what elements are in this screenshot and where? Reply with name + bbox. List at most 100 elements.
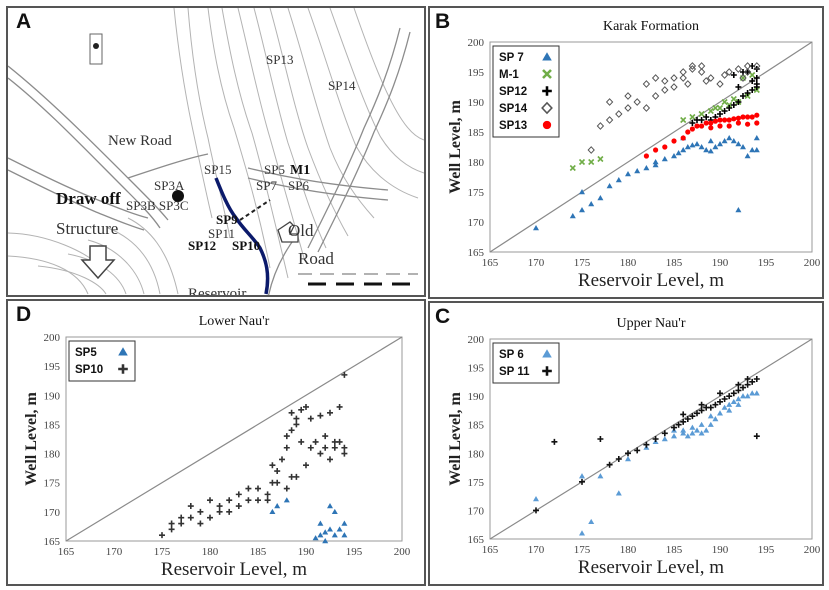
chart-d-legend-marker-sp10: [118, 364, 128, 374]
chart-d-point-sp5-1: [317, 532, 324, 538]
chart-d-point-sp10-3: [187, 514, 194, 521]
chart-d-point-sp10-16: [288, 427, 295, 434]
chart-d-y-tick-165: 165: [44, 536, 61, 548]
chart-c-point-sp-11-21: [717, 398, 723, 405]
chart-b-point-sp14-31: [697, 62, 706, 70]
chart-b-point-sp14-21: [743, 62, 752, 70]
chart-d-point-sp10-1: [168, 526, 175, 533]
chart-b-x-tick-180: 180: [620, 257, 637, 269]
chart-b-x-tick-175: 175: [574, 257, 591, 269]
chart-b-point-sp14-12: [679, 68, 687, 76]
chart-d-point-sp10-47: [327, 409, 333, 416]
map-label-road: Road: [298, 249, 334, 268]
chart-d-y-tick-190: 190: [44, 390, 61, 402]
chart-b-y-tick-165: 165: [468, 247, 485, 259]
chart-c-point-sp-11-22: [721, 396, 728, 402]
chart-b-point-sp13-10: [708, 120, 714, 126]
chart-d-point-sp10-6: [216, 508, 223, 515]
chart-b-point-sp14-17: [725, 68, 733, 76]
chart-d-point-sp10-5: [207, 514, 213, 521]
chart-b-point-sp-7-26: [735, 141, 742, 147]
chart-b-point-sp12-13: [749, 87, 756, 93]
chart-c-point-sp-11-35: [717, 390, 723, 397]
map-label-reservoir: Reservoir: [188, 286, 246, 295]
chart-d-point-sp10-38: [226, 497, 233, 504]
chart-c-legend-marker-sp-6: [542, 349, 552, 358]
panel-b-chart: Karak Formation 165 170 175 180 185 190 195 200 1…: [428, 6, 824, 299]
chart-c-point-sp-6-24: [740, 393, 746, 399]
chart-d-x-tick-165: 165: [58, 546, 75, 558]
panel-letter-b: B: [435, 10, 451, 33]
chart-d-y-tick-175: 175: [44, 478, 61, 490]
chart-c-point-sp-6-31: [707, 413, 714, 419]
chart-c-y-tick-185: 185: [468, 420, 485, 432]
chart-b-point-sp13-8: [699, 123, 705, 129]
chart-d-point-sp10-2: [178, 520, 185, 527]
chart-b-point-m-1-5: [689, 113, 696, 121]
chart-b-point-sp14-5: [633, 98, 641, 106]
chart-b-legend-marker-sp13: [542, 120, 552, 130]
stream-channel: [214, 177, 270, 295]
chart-b-point-sp14-0: [587, 146, 595, 154]
chart-b-y-tick-185: 185: [468, 127, 485, 139]
chart-d-x-axis-label: Reservoir Level, m: [161, 559, 307, 580]
chart-d-point-sp10-52: [341, 444, 348, 451]
chart-d-reference-line: [65, 336, 403, 542]
chart-c-point-sp-11-9: [652, 436, 659, 442]
chart-d-point-sp10-8: [235, 503, 242, 510]
chart-c-y-tick-195: 195: [468, 363, 485, 375]
chart-c-point-sp-6-25: [744, 393, 751, 399]
chart-c-y-tick-170: 170: [468, 505, 485, 517]
chart-c-x-tick-170: 170: [528, 544, 545, 556]
chart-b-point-sp14-8: [661, 86, 669, 94]
chart-c-y-tick-190: 190: [468, 391, 485, 403]
chart-b-point-sp-7-15: [684, 144, 691, 150]
chart-b-point-sp12-16: [749, 78, 756, 84]
chart-b-point-sp13-12: [717, 117, 723, 123]
chart-b-point-sp14-6: [642, 104, 651, 112]
map-label-sp14: SP14: [328, 78, 356, 93]
chart-b-point-sp14-30: [688, 62, 697, 70]
chart-c-point-sp-6-11: [680, 430, 687, 436]
chart-d-legend-label-sp10: SP10: [75, 364, 103, 376]
chart-b-point-sp13-16: [735, 115, 741, 121]
chart-c-point-sp-11-8: [643, 441, 650, 448]
chart-c-point-sp-11-12: [675, 421, 682, 428]
chart-b-legend-label-m-1: M-1: [499, 69, 519, 81]
chart-c-point-sp-6-13: [689, 430, 696, 436]
chart-c-point-sp-11-27: [744, 381, 751, 388]
chart-d-point-sp5-3: [327, 526, 333, 532]
chart-b-point-sp-7-5: [606, 183, 613, 189]
chart-b-x-tick-200: 200: [804, 257, 821, 269]
chart-d-point-sp10-45: [307, 415, 314, 422]
chart-c-point-sp-11-10: [661, 430, 668, 437]
panel-c-chart: Upper Nau'r 165 170 175 180 185 190 195 200 165 17…: [428, 301, 824, 586]
chart-d-point-sp10-39: [216, 503, 223, 510]
chart-d-point-sp5-4: [331, 532, 338, 538]
chart-b-legend-label-sp14: SP14: [499, 103, 528, 115]
chart-b-point-sp13-6: [689, 126, 695, 132]
chart-b-x-tick-190: 190: [712, 257, 729, 269]
chart-b-series-sp-7: [533, 135, 760, 231]
chart-c-point-sp-6-9: [661, 436, 668, 442]
chart-d-point-sp5-7: [341, 532, 348, 538]
chart-b-point-sp14-7: [651, 92, 660, 100]
chart-d-point-sp5-10: [274, 503, 281, 509]
chart-d-point-sp10-13: [274, 468, 281, 475]
chart-b-point-sp12-7: [721, 108, 728, 114]
chart-d-point-sp10-15: [283, 444, 290, 451]
chart-d-legend-marker-sp5: [118, 347, 128, 356]
chart-d-point-sp10-44: [168, 520, 175, 527]
chart-d-x-tick-200: 200: [394, 546, 411, 558]
chart-b-point-sp13-13: [722, 117, 728, 123]
chart-c-point-sp-11-6: [625, 450, 631, 457]
chart-c-point-sp-6-0: [533, 496, 539, 502]
map-label-sp3b-sp3c: SP3B SP3C: [126, 198, 189, 213]
chart-d-y-tick-200: 200: [44, 332, 61, 344]
chart-d-point-sp10-4: [197, 520, 204, 527]
chart-d-y-axis-label: Well Level, m: [23, 391, 40, 485]
chart-c-point-sp-6-20: [721, 404, 728, 410]
map-label-sp9: SP9: [216, 212, 238, 227]
map-label-sp11: SP11: [208, 226, 235, 241]
chart-c-point-sp-11-2: [579, 478, 585, 485]
